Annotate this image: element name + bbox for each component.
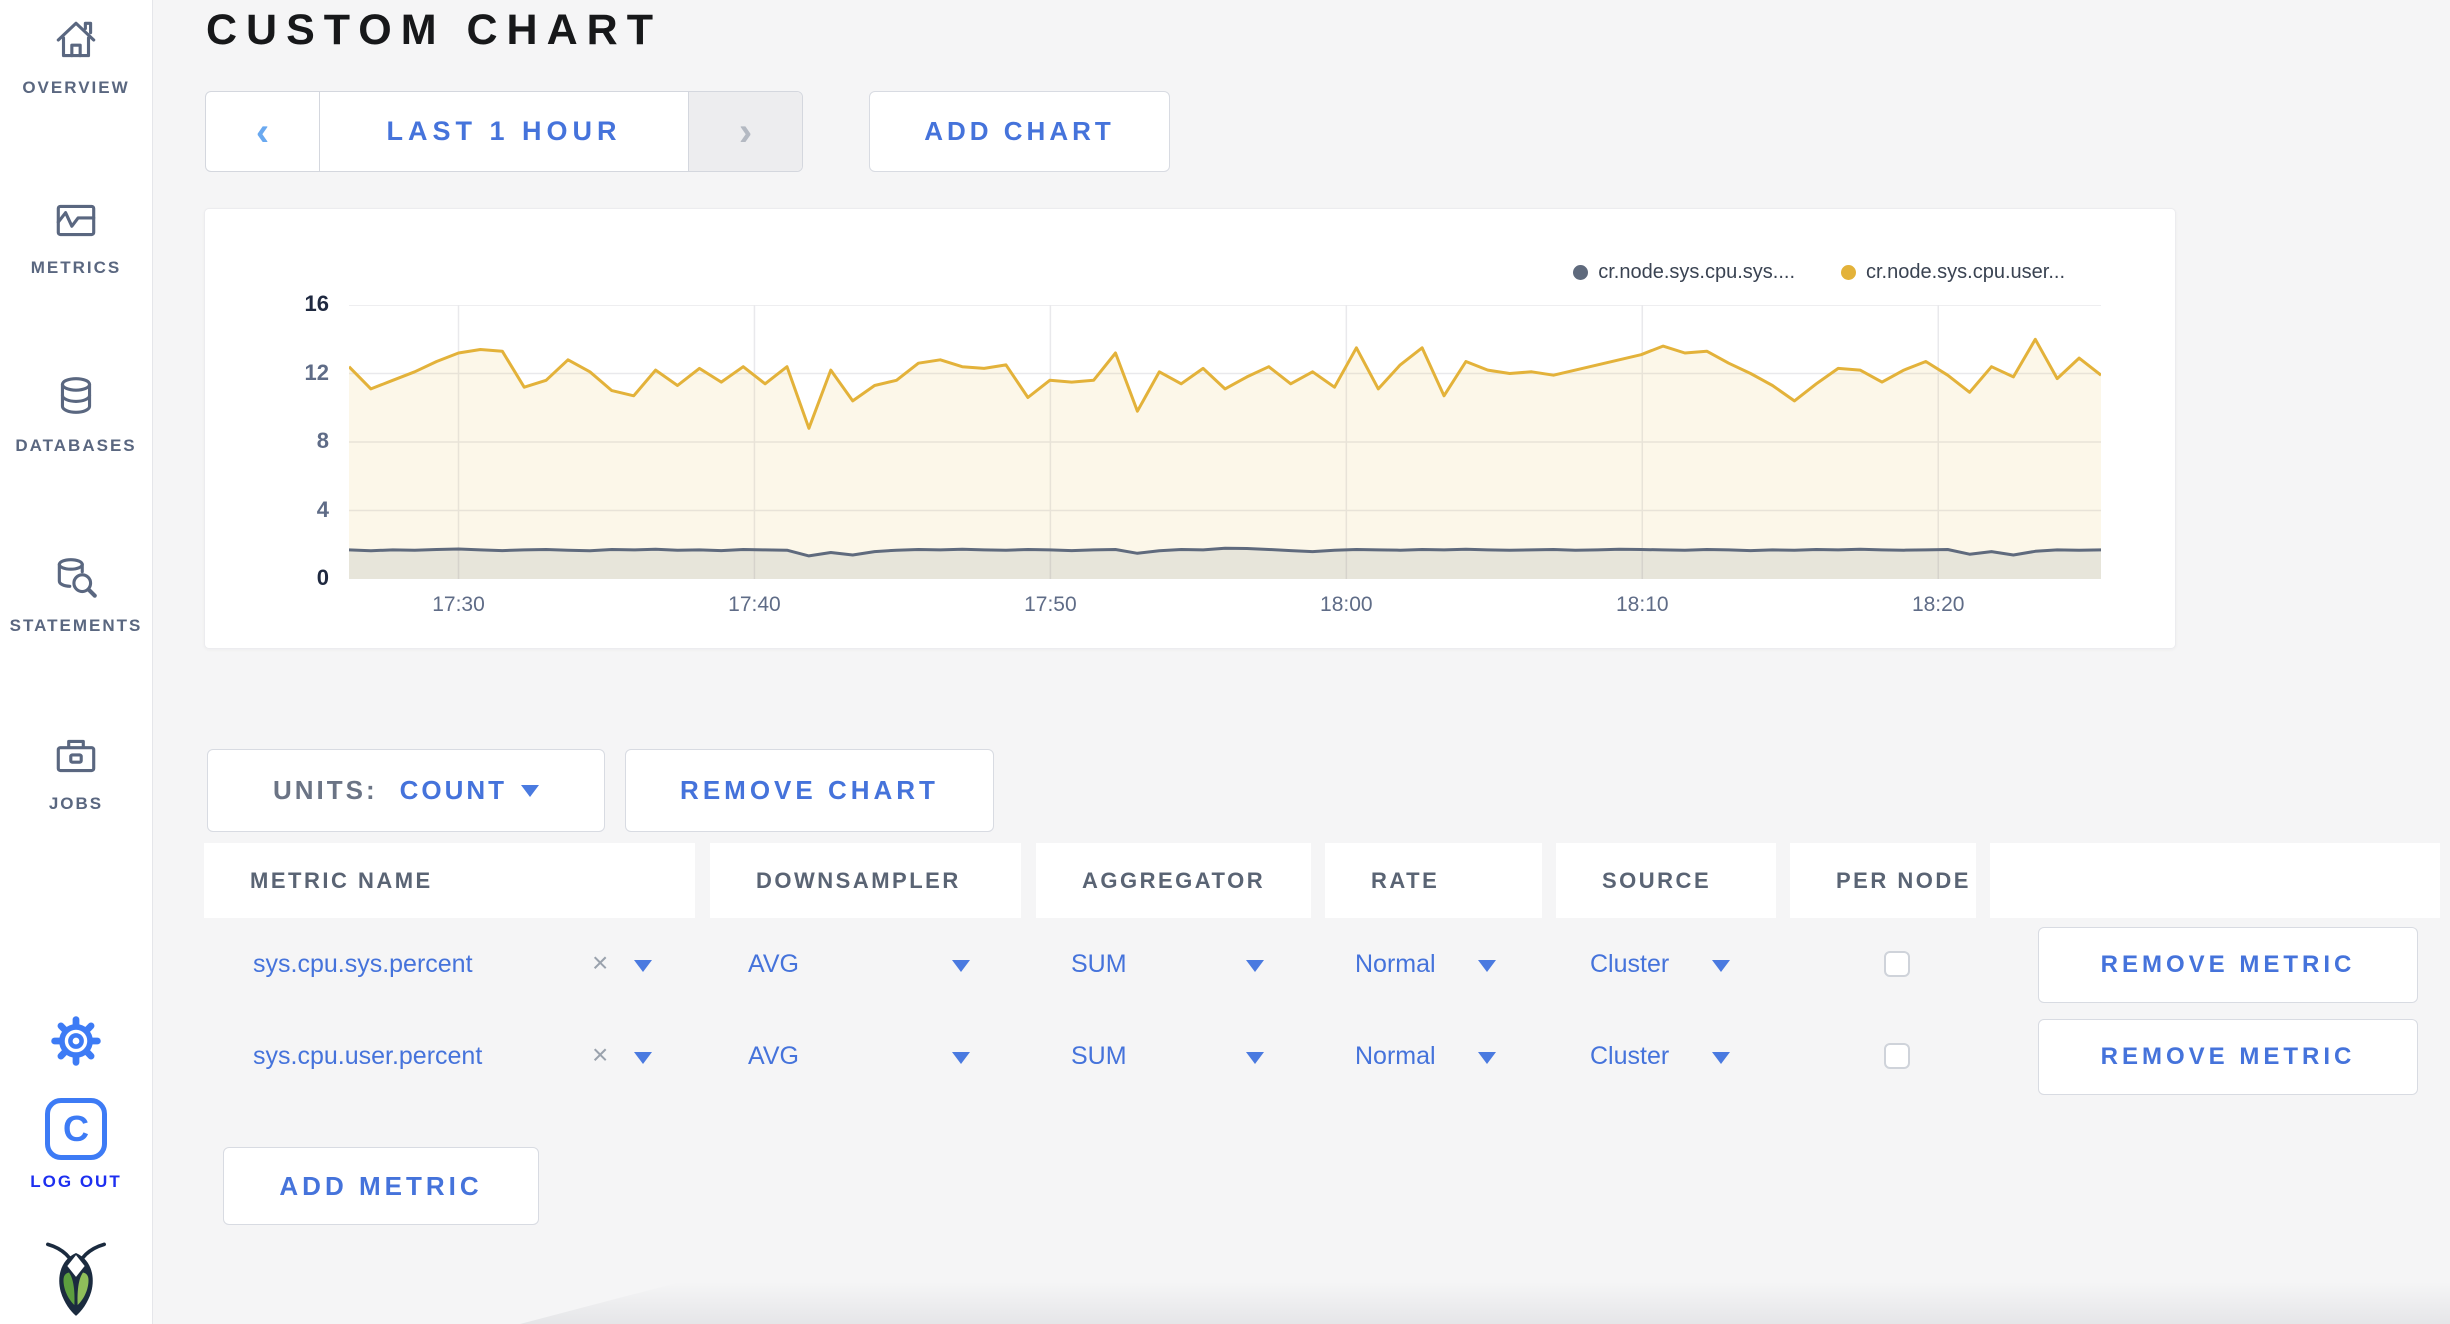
y-axis-tick-label: 8: [316, 428, 329, 453]
chart-canvas: [347, 304, 2102, 579]
clear-metric-icon[interactable]: ×: [592, 947, 609, 978]
sidebar-item-label: JOBS: [48, 794, 104, 813]
chart-plot: [347, 304, 2102, 579]
sidebar-item-label: OVERVIEW: [22, 78, 130, 97]
remove-metric-button[interactable]: REMOVE METRIC: [2038, 1019, 2418, 1095]
sidebar-item-jobs[interactable]: JOBS: [0, 732, 152, 814]
remove-metric-button[interactable]: REMOVE METRIC: [2038, 927, 2418, 1003]
page-title: CUSTOM CHART: [206, 6, 662, 54]
legend-item-user[interactable]: cr.node.sys.cpu.user...: [1841, 261, 2065, 284]
chart-card: cr.node.sys.cpu.sys.... cr.node.sys.cpu.…: [204, 208, 2176, 649]
legend-item-sys[interactable]: cr.node.sys.cpu.sys....: [1573, 261, 1795, 284]
chevron-down-icon[interactable]: [1478, 1052, 1496, 1064]
chevron-down-icon[interactable]: [1712, 960, 1730, 972]
legend-dot-sys: [1573, 265, 1589, 280]
legend-label-user: cr.node.sys.cpu.user...: [1866, 261, 2065, 283]
sidebar-item-statements[interactable]: STATEMENTS: [0, 554, 152, 636]
add-metric-button[interactable]: ADD METRIC: [223, 1147, 539, 1225]
chevron-down-icon[interactable]: [1246, 960, 1264, 972]
add-chart-button[interactable]: ADD CHART: [869, 91, 1170, 172]
cockroach-logo: [0, 1240, 152, 1318]
x-axis-tick-label: 18:00: [1320, 593, 1373, 616]
logout-button[interactable]: C LOG OUT: [0, 1098, 152, 1192]
time-range-prev-button[interactable]: ‹: [206, 92, 320, 171]
settings-gear-button[interactable]: [0, 1014, 152, 1068]
units-value: COUNT: [399, 775, 508, 805]
jobs-briefcase-icon: [0, 732, 152, 782]
chevron-right-icon: ›: [738, 109, 753, 154]
y-axis-tick-label: 0: [316, 565, 329, 590]
sidebar-item-label: STATEMENTS: [9, 616, 143, 635]
metric-name-dropdown[interactable]: sys.cpu.user.percent: [253, 1041, 483, 1070]
per-node-checkbox[interactable]: [1884, 951, 1910, 977]
database-icon: [0, 374, 152, 424]
x-axis-tick-label: 17:50: [1024, 593, 1077, 616]
chevron-down-icon[interactable]: [952, 1052, 970, 1064]
downsampler-dropdown[interactable]: AVG: [748, 949, 799, 978]
legend-label-sys: cr.node.sys.cpu.sys....: [1598, 261, 1795, 283]
sidebar-item-databases[interactable]: DATABASES: [0, 374, 152, 456]
column-header-downsampler: DOWNSAMPLER: [710, 843, 1021, 918]
time-range-selector: ‹ LAST 1 HOUR ›: [205, 91, 803, 172]
chevron-down-icon[interactable]: [952, 960, 970, 972]
x-axis-tick-label: 18:20: [1911, 593, 1965, 616]
x-axis-tick-label: 17:40: [728, 593, 781, 616]
aggregator-dropdown[interactable]: SUM: [1071, 949, 1127, 978]
sidebar-item-overview[interactable]: OVERVIEW: [0, 16, 152, 98]
y-axis-tick-label: 16: [304, 291, 329, 316]
rate-dropdown[interactable]: Normal: [1355, 1041, 1436, 1070]
chevron-down-icon[interactable]: [1478, 960, 1496, 972]
chevron-down-icon: [521, 784, 540, 797]
column-header-metric-name: METRIC NAME: [204, 843, 695, 918]
chart-legend: cr.node.sys.cpu.sys.... cr.node.sys.cpu.…: [1573, 261, 2065, 284]
source-dropdown[interactable]: Cluster: [1590, 949, 1670, 978]
y-axis-tick-label: 12: [304, 359, 329, 385]
bottom-shadow: [520, 1282, 2450, 1324]
chevron-down-icon[interactable]: [1246, 1052, 1264, 1064]
home-icon: [0, 16, 152, 66]
metric-name-dropdown[interactable]: sys.cpu.sys.percent: [253, 949, 473, 978]
chevron-left-icon: ‹: [255, 109, 270, 154]
aggregator-dropdown[interactable]: SUM: [1071, 1041, 1127, 1070]
statements-search-icon: [0, 554, 152, 604]
chevron-down-icon[interactable]: [634, 1052, 652, 1064]
logout-label: LOG OUT: [30, 1172, 122, 1191]
column-header-rate: RATE: [1325, 843, 1542, 918]
sidebar-item-label: DATABASES: [15, 436, 137, 455]
downsampler-dropdown[interactable]: AVG: [748, 1041, 799, 1070]
legend-dot-user: [1841, 265, 1856, 280]
sidebar: OVERVIEW METRICS DATABASES: [0, 0, 153, 1324]
column-header-source: SOURCE: [1556, 843, 1776, 918]
y-axis-tick-label: 4: [316, 496, 329, 522]
logout-c-icon: C: [0, 1098, 152, 1160]
time-range-dropdown[interactable]: LAST 1 HOUR: [386, 116, 622, 146]
x-axis-tick-label: 18:10: [1616, 593, 1669, 616]
rate-dropdown[interactable]: Normal: [1355, 949, 1436, 978]
remove-chart-button[interactable]: REMOVE CHART: [625, 749, 994, 832]
x-axis-tick-label: 17:30: [432, 593, 485, 616]
column-header-per-node: PER NODE: [1790, 843, 1976, 918]
units-dropdown[interactable]: UNITS: COUNT: [207, 749, 605, 832]
chevron-down-icon[interactable]: [1712, 1052, 1730, 1064]
cockroach-bug-icon: [0, 1240, 152, 1318]
time-range-next-button[interactable]: ›: [688, 92, 802, 171]
chevron-down-icon[interactable]: [634, 960, 652, 972]
per-node-checkbox[interactable]: [1884, 1043, 1910, 1069]
source-dropdown[interactable]: Cluster: [1590, 1041, 1670, 1070]
clear-metric-icon[interactable]: ×: [592, 1039, 609, 1070]
metrics-chart-icon: [0, 196, 152, 246]
sidebar-item-label: METRICS: [30, 258, 122, 277]
column-header-aggregator: AGGREGATOR: [1036, 843, 1311, 918]
gear-icon: [0, 1014, 152, 1068]
column-header-actions: [1990, 843, 2440, 918]
units-label: UNITS:: [272, 775, 378, 805]
sidebar-item-metrics[interactable]: METRICS: [0, 196, 152, 278]
